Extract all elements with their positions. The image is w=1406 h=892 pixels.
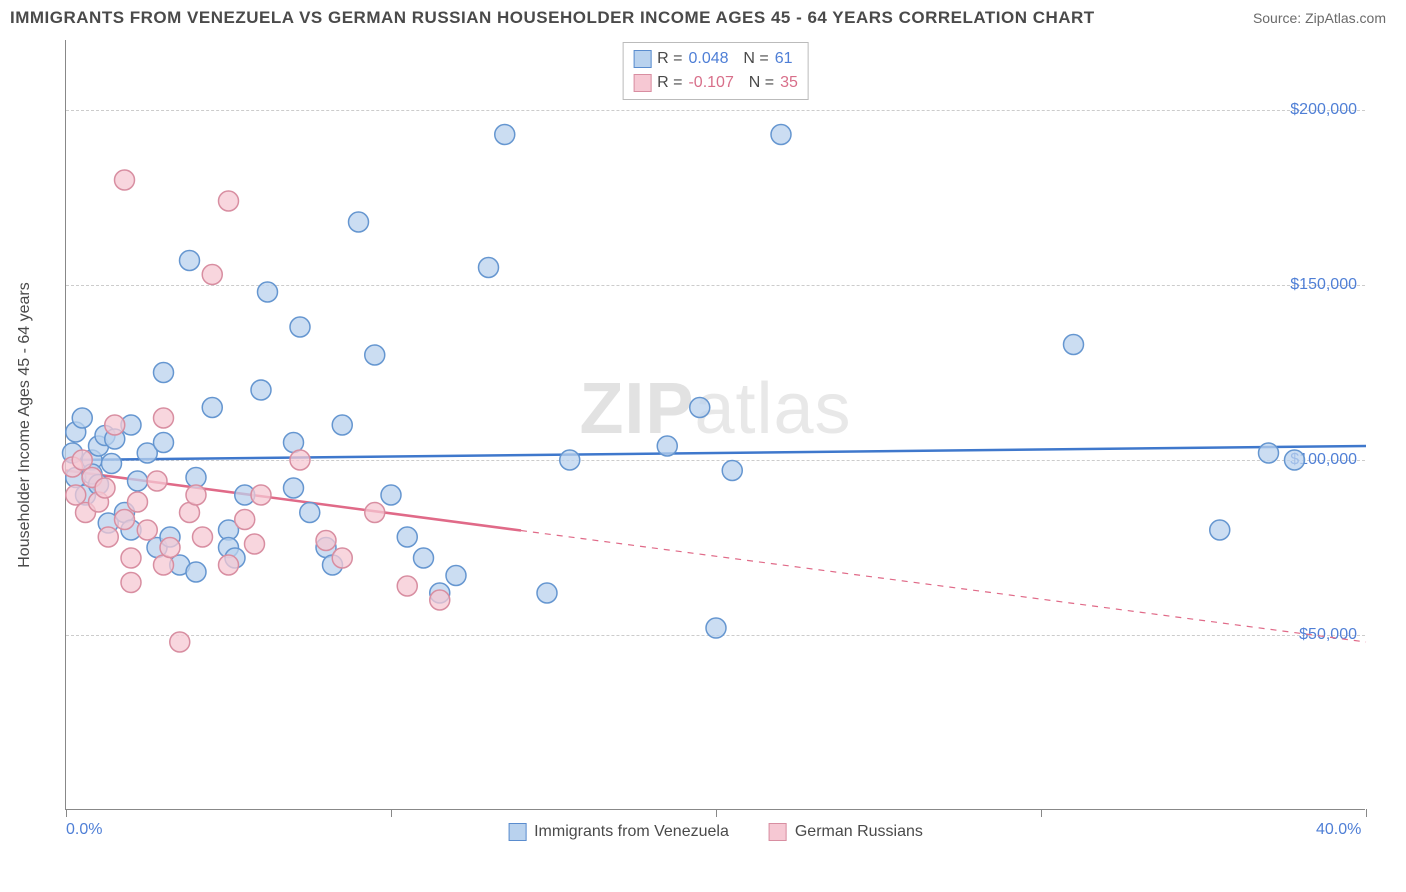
legend-label-blue: Immigrants from Venezuela [534,823,729,841]
xaxis-label: 0.0% [66,821,102,839]
scatter-point [245,534,265,554]
scatter-point [193,527,213,547]
legend-n-value-pink: 35 [780,71,798,95]
scatter-point [121,548,141,568]
scatter-point [430,590,450,610]
legend-n-label: N = [735,47,769,71]
yaxis-label: Householder Income Ages 45 - 64 years [16,282,34,568]
scatter-point [258,282,278,302]
scatter-point [251,485,271,505]
scatter-point [657,436,677,456]
scatter-point [186,485,206,505]
scatter-point [72,450,92,470]
scatter-point [414,548,434,568]
scatter-point [115,510,135,530]
scatter-point [98,527,118,547]
scatter-point [137,520,157,540]
scatter-point [537,583,557,603]
scatter-point [290,450,310,470]
legend-r-label: R = [657,71,682,95]
xtick [716,809,717,817]
scatter-point [349,212,369,232]
scatter-points [66,40,1365,809]
scatter-point [771,125,791,145]
legend-series: Immigrants from Venezuela German Russian… [508,823,923,841]
scatter-point [397,576,417,596]
header: IMMIGRANTS FROM VENEZUELA VS GERMAN RUSS… [0,0,1406,36]
scatter-point [1210,520,1230,540]
scatter-point [160,538,180,558]
xtick [66,809,67,817]
scatter-point [105,415,125,435]
xtick [1366,809,1367,817]
scatter-point [290,317,310,337]
scatter-point [128,492,148,512]
scatter-point [72,408,92,428]
scatter-point [154,363,174,383]
scatter-point [365,503,385,523]
scatter-point [95,478,115,498]
scatter-point [560,450,580,470]
scatter-point [1064,335,1084,355]
scatter-point [154,433,174,453]
scatter-point [219,555,239,575]
legend-label-pink: German Russians [795,823,923,841]
scatter-point [180,251,200,271]
scatter-point [121,573,141,593]
scatter-point [202,398,222,418]
scatter-point [316,531,336,551]
scatter-point [115,170,135,190]
scatter-point [1285,450,1305,470]
scatter-point [147,471,167,491]
legend-r-value-blue: 0.048 [688,47,728,71]
scatter-point [102,454,122,474]
swatch-pink-icon [769,823,787,841]
scatter-point [186,562,206,582]
scatter-point [128,471,148,491]
xtick [391,809,392,817]
plot-area: ZIPatlas $50,000$100,000$150,000$200,000… [65,40,1365,810]
source-label: Source: ZipAtlas.com [1253,10,1386,26]
scatter-point [446,566,466,586]
xtick [1041,809,1042,817]
scatter-point [332,415,352,435]
scatter-point [154,408,174,428]
scatter-point [284,478,304,498]
legend-item-pink: German Russians [769,823,923,841]
legend-r-label: R = [657,47,682,71]
scatter-point [66,485,86,505]
scatter-point [170,632,190,652]
scatter-point [690,398,710,418]
scatter-point [381,485,401,505]
scatter-point [202,265,222,285]
scatter-point [219,191,239,211]
xaxis-label: 40.0% [1316,821,1361,839]
scatter-point [365,345,385,365]
scatter-point [722,461,742,481]
legend-stats-row-pink: R = -0.107 N = 35 [633,71,798,95]
legend-n-label: N = [740,71,774,95]
scatter-point [251,380,271,400]
scatter-point [235,510,255,530]
chart-title: IMMIGRANTS FROM VENEZUELA VS GERMAN RUSS… [10,8,1095,28]
scatter-point [479,258,499,278]
legend-stats: R = 0.048 N = 61 R = -0.107 N = 35 [622,42,809,100]
scatter-point [1259,443,1279,463]
legend-stats-row-blue: R = 0.048 N = 61 [633,47,798,71]
scatter-point [495,125,515,145]
chart-container: Householder Income Ages 45 - 64 years ZI… [50,40,1380,810]
swatch-blue-icon [633,50,651,68]
legend-item-blue: Immigrants from Venezuela [508,823,729,841]
scatter-point [332,548,352,568]
scatter-point [397,527,417,547]
legend-n-value-blue: 61 [775,47,793,71]
scatter-point [706,618,726,638]
swatch-pink-icon [633,74,651,92]
legend-r-value-pink: -0.107 [688,71,733,95]
scatter-point [300,503,320,523]
swatch-blue-icon [508,823,526,841]
